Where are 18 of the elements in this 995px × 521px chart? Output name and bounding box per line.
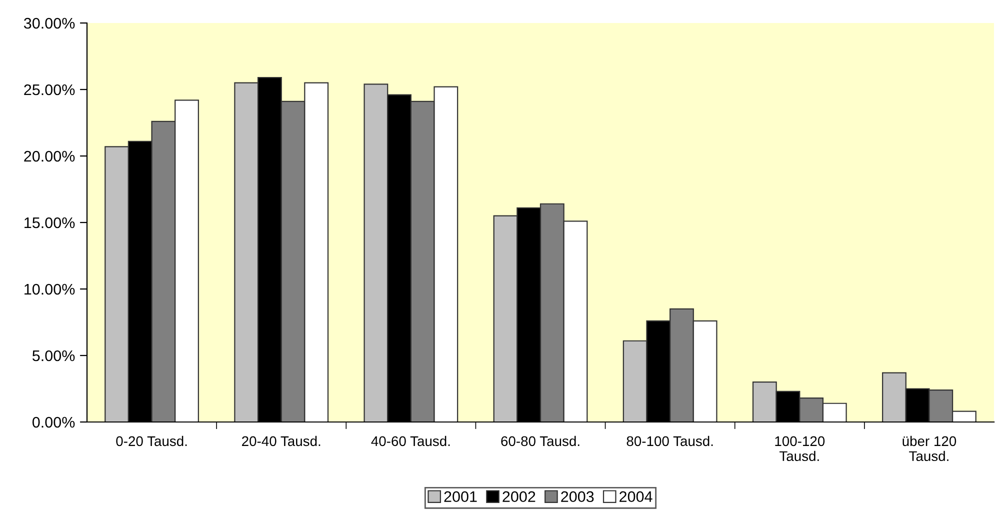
- y-tick-label: 10.00%: [24, 284, 75, 295]
- y-tick-label: 20.00%: [24, 150, 75, 162]
- x-tick-label: über 120 Tausd.: [902, 436, 956, 462]
- legend-label: 2002: [502, 491, 536, 502]
- x-tick-label: 60-80 Tausd.: [501, 436, 580, 446]
- y-tick-label: 15.00%: [24, 217, 75, 228]
- y-tick-label: 0.00%: [32, 416, 75, 428]
- x-tick-label: 100-120 Tausd.: [775, 436, 825, 462]
- y-tick-label: 30.00%: [24, 18, 75, 29]
- x-tick-label: 40-60 Tausd.: [371, 436, 450, 446]
- y-tick-label: 5.00%: [32, 350, 75, 362]
- legend-label: 2003: [561, 491, 594, 502]
- x-tick-label: 80-100 Tausd.: [626, 436, 713, 446]
- legend-label: 2004: [620, 491, 652, 502]
- x-tick-label: 20-40 Tausd.: [242, 436, 320, 446]
- legend-label: 2001: [444, 491, 477, 502]
- y-tick-label: 25.00%: [24, 84, 75, 96]
- x-tick-label: 0-20 Tausd.: [116, 436, 187, 446]
